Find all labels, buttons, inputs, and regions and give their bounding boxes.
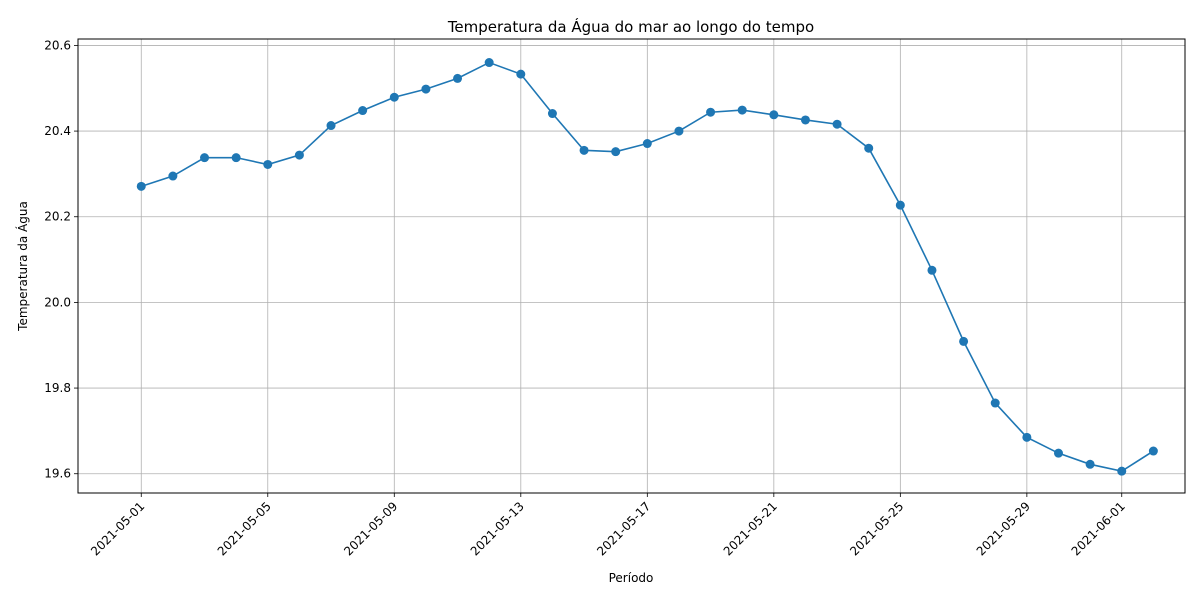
- x-tick-label: 2021-05-09: [341, 499, 400, 558]
- data-point: [1148, 446, 1158, 456]
- data-point: [800, 115, 810, 125]
- data-point: [1022, 432, 1032, 442]
- y-tick-label: 20.4: [44, 124, 71, 138]
- data-point: [959, 336, 969, 346]
- data-point: [1085, 459, 1095, 469]
- data-point: [421, 84, 431, 94]
- data-point: [1053, 448, 1063, 458]
- chart-title: Temperatura da Água do mar ao longo do t…: [447, 17, 814, 36]
- x-tick-label: 2021-05-21: [721, 499, 780, 558]
- data-point: [231, 153, 241, 163]
- data-point: [737, 105, 747, 115]
- data-point: [294, 150, 304, 160]
- data-point: [769, 110, 779, 120]
- data-point: [168, 171, 178, 181]
- data-point: [326, 121, 336, 131]
- data-point: [1117, 466, 1127, 476]
- data-point: [927, 265, 937, 275]
- data-points: [136, 58, 1158, 476]
- x-tick-label: 2021-05-17: [594, 499, 653, 558]
- data-point: [516, 69, 526, 79]
- y-axis-label: Temperatura da Água: [15, 201, 30, 332]
- data-point: [547, 109, 557, 119]
- x-tick-label: 2021-05-25: [847, 499, 906, 558]
- data-point: [484, 58, 494, 68]
- grid-lines: [78, 39, 1185, 493]
- x-tick-label: 2021-05-05: [215, 499, 274, 558]
- data-point: [990, 398, 1000, 408]
- data-point: [200, 153, 210, 163]
- x-tick-label: 2021-05-01: [88, 499, 147, 558]
- x-axis-label: Período: [609, 571, 654, 585]
- y-tick-label: 19.6: [44, 467, 71, 481]
- y-tick-label: 20.6: [44, 38, 71, 52]
- y-axis-ticks: 19.6 19.8 20.0 20.2 20.4 20.6: [44, 38, 78, 481]
- data-point: [864, 143, 874, 153]
- data-point: [358, 106, 368, 116]
- data-point: [706, 107, 716, 117]
- y-tick-label: 19.8: [44, 381, 71, 395]
- data-point: [674, 126, 684, 136]
- data-point: [579, 145, 589, 155]
- data-point: [832, 119, 842, 129]
- data-point: [389, 92, 399, 102]
- x-tick-label: 2021-05-13: [468, 499, 527, 558]
- data-point: [136, 181, 146, 191]
- data-point: [263, 159, 273, 169]
- plot-area-frame: [77, 38, 1186, 494]
- y-tick-label: 20.0: [44, 295, 71, 309]
- y-tick-label: 20.2: [44, 210, 71, 224]
- data-point: [453, 73, 463, 83]
- x-tick-label: 2021-05-29: [974, 499, 1033, 558]
- data-point: [895, 200, 905, 210]
- data-point: [611, 147, 621, 157]
- x-tick-label: 2021-06-01: [1069, 499, 1128, 558]
- x-axis-ticks: 2021-05-01 2021-05-05 2021-05-09 2021-05-13…: [88, 493, 1128, 558]
- data-point: [642, 139, 652, 149]
